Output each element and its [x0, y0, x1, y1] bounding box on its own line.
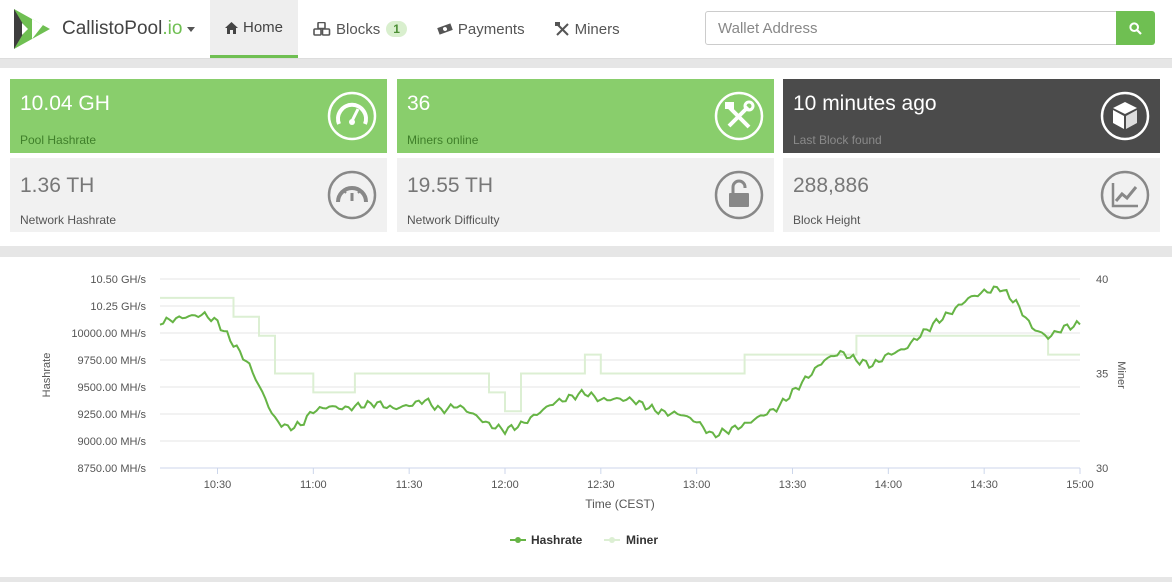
- x-tick-label: 13:30: [779, 479, 807, 491]
- chart-legend: Hashrate Miner: [510, 533, 658, 547]
- gauge-icon: [327, 170, 377, 220]
- network-difficulty-value: 19.55 TH: [407, 174, 493, 197]
- y-left-tick-label: 10000.00 MH/s: [71, 328, 146, 340]
- blocks-count-badge: 1: [386, 21, 407, 37]
- y-left-tick-label: 10.25 GH/s: [90, 301, 146, 313]
- y-left-tick-label: 9250.00 MH/s: [78, 409, 147, 421]
- search-icon: [1129, 21, 1142, 35]
- miners-online-label: Miners online: [407, 133, 479, 147]
- nav-blocks[interactable]: Blocks 1: [298, 0, 422, 58]
- network-difficulty-label: Network Difficulty: [407, 213, 500, 227]
- nav-home-label: Home: [243, 19, 284, 36]
- x-tick-label: 10:30: [204, 479, 232, 491]
- speedometer-icon: [327, 91, 377, 141]
- nav-home[interactable]: Home: [210, 0, 299, 58]
- pool-hashrate-label: Pool Hashrate: [20, 133, 97, 147]
- top-navbar: CallistoPool.io Home Blocks 1 Payments: [0, 0, 1172, 59]
- cubes-icon: [313, 22, 331, 36]
- wallet-address-input[interactable]: [705, 11, 1117, 45]
- line-chart-icon: [1100, 170, 1150, 220]
- miner-series-line: [160, 296, 1080, 413]
- main-nav: Home Blocks 1 Payments Miners: [210, 0, 635, 58]
- y-right-tick-label: 40: [1096, 274, 1108, 286]
- x-tick-label: 13:00: [683, 479, 711, 491]
- stats-panel: 10.04 GH Pool Hashrate 36 Miners online …: [0, 68, 1172, 246]
- nav-payments-label: Payments: [457, 20, 525, 38]
- nav-blocks-label: Blocks: [336, 20, 381, 38]
- network-hashrate-value: 1.36 TH: [20, 174, 95, 197]
- legend-miner-marker: [609, 537, 615, 543]
- x-tick-label: 15:00: [1066, 479, 1094, 491]
- nav-miners[interactable]: Miners: [540, 0, 635, 58]
- y-left-tick-label: 9500.00 MH/s: [78, 382, 147, 394]
- home-icon: [225, 21, 238, 34]
- miners-online-tile: 36 Miners online: [397, 79, 774, 153]
- last-block-tile: 10 minutes ago Last Block found: [783, 79, 1160, 153]
- last-block-value: 10 minutes ago: [793, 92, 937, 115]
- legend-hashrate-label[interactable]: Hashrate: [531, 533, 583, 547]
- caret-down-icon: [187, 26, 196, 32]
- y-left-tick-label: 10.50 GH/s: [90, 274, 146, 286]
- x-axis-title: Time (CEST): [585, 497, 655, 511]
- pool-hashrate-value: 10.04 GH: [20, 92, 110, 115]
- hammer-wrench-icon: [714, 91, 764, 141]
- logo-icon: [14, 9, 50, 49]
- brand-dropdown[interactable]: CallistoPool.io: [12, 6, 196, 52]
- block-height-value: 288,886: [793, 174, 869, 197]
- last-block-label: Last Block found: [793, 133, 882, 147]
- miners-online-value: 36: [407, 92, 431, 115]
- network-hashrate-label: Network Hashrate: [20, 213, 117, 227]
- network-difficulty-tile: 19.55 TH Network Difficulty: [397, 158, 774, 232]
- hashrate-chart: 8750.00 MH/s 9000.00 MH/s 9250.00 MH/s 9500…: [41, 274, 1127, 547]
- x-tick-label: 11:00: [300, 479, 327, 491]
- pool-hashrate-tile: 10.04 GH Pool Hashrate: [10, 79, 387, 153]
- y-axis-right-title: Miner: [1115, 361, 1127, 389]
- block-height-tile: 288,886 Block Height: [783, 158, 1160, 232]
- block-height-label: Block Height: [793, 213, 861, 227]
- x-tick-label: 14:30: [970, 479, 998, 491]
- tools-icon: [554, 21, 569, 36]
- cube-icon: [1100, 91, 1150, 141]
- y-axis-left-title: Hashrate: [41, 353, 53, 398]
- unlock-icon: [714, 170, 764, 220]
- y-left-tick-label: 9000.00 MH/s: [78, 436, 147, 448]
- hashrate-series-line: [159, 285, 1081, 439]
- y-left-tick-label: 8750.00 MH/s: [78, 463, 147, 475]
- legend-hashrate-marker: [515, 537, 521, 543]
- money-icon: [437, 23, 453, 35]
- x-tick-label: 14:00: [875, 479, 903, 491]
- y-right-tick-label: 30: [1096, 463, 1108, 475]
- y-right-tick-label: 35: [1096, 369, 1108, 381]
- x-tick-label: 12:30: [587, 479, 615, 491]
- nav-payments[interactable]: Payments: [422, 0, 540, 58]
- x-tick-label: 12:00: [491, 479, 519, 491]
- search-button[interactable]: [1116, 11, 1155, 45]
- hashrate-chart-panel: 8750.00 MH/s 9000.00 MH/s 9250.00 MH/s 9500…: [0, 257, 1172, 577]
- y-left-tick-label: 9750.00 MH/s: [78, 355, 147, 367]
- brand-name: CallistoPool.io: [62, 18, 183, 39]
- x-tick-label: 11:30: [396, 479, 423, 491]
- nav-miners-label: Miners: [574, 20, 620, 38]
- network-hashrate-tile: 1.36 TH Network Hashrate: [10, 158, 387, 232]
- wallet-search: [705, 11, 1155, 45]
- legend-miner-label[interactable]: Miner: [626, 533, 658, 547]
